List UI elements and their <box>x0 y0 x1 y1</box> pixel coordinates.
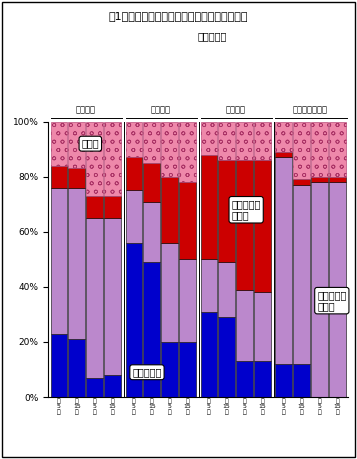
Bar <box>86 122 103 196</box>
Bar <box>69 168 85 188</box>
Bar <box>161 177 178 243</box>
Bar <box>144 202 160 262</box>
Bar <box>276 152 292 157</box>
Bar <box>86 378 103 397</box>
Text: 人文・社会
科学系: 人文・社会 科学系 <box>317 290 347 312</box>
Bar <box>329 122 346 177</box>
Bar <box>51 188 67 334</box>
Bar <box>236 122 253 160</box>
Bar <box>276 157 292 364</box>
Bar <box>236 361 253 397</box>
Text: 専門職学位課程: 専門職学位課程 <box>293 106 328 115</box>
Bar <box>329 177 346 182</box>
Bar <box>201 259 217 312</box>
Bar <box>104 218 121 375</box>
Bar <box>236 290 253 361</box>
Bar <box>179 182 196 259</box>
Bar <box>254 160 271 292</box>
Bar <box>144 262 160 397</box>
Bar <box>236 160 253 290</box>
Bar <box>126 122 142 157</box>
Bar <box>276 122 292 152</box>
Bar <box>201 155 217 259</box>
Bar <box>218 122 235 160</box>
Bar <box>144 163 160 202</box>
Bar <box>293 185 310 364</box>
Bar <box>179 259 196 342</box>
Bar <box>311 182 328 397</box>
Bar <box>254 122 271 160</box>
Bar <box>126 243 142 397</box>
Text: 大　学　院: 大 学 院 <box>198 31 227 41</box>
Bar <box>69 188 85 339</box>
Bar <box>179 342 196 397</box>
Bar <box>293 122 310 179</box>
Bar <box>201 122 217 155</box>
Bar <box>254 361 271 397</box>
Text: 博士課程: 博士課程 <box>226 106 246 115</box>
Bar <box>86 218 103 378</box>
Bar <box>293 179 310 185</box>
Bar <box>86 196 103 218</box>
Text: 農・医・歯
薬学系: 農・医・歯 薬学系 <box>231 199 261 221</box>
Bar <box>104 375 121 397</box>
Bar <box>218 262 235 317</box>
Bar <box>179 122 196 182</box>
Bar <box>293 364 310 397</box>
Bar <box>51 334 67 397</box>
Bar <box>161 342 178 397</box>
Bar <box>104 196 121 218</box>
Bar <box>218 160 235 262</box>
Bar <box>218 317 235 397</box>
Bar <box>161 243 178 342</box>
Text: その他: その他 <box>81 139 99 149</box>
Text: 理・工学系: 理・工学系 <box>132 367 162 377</box>
Bar <box>69 122 85 168</box>
Text: 図1　大学の関係学科・専攻分野別学生の構成: 図1 大学の関係学科・専攻分野別学生の構成 <box>109 11 248 22</box>
Bar <box>329 182 346 397</box>
Bar <box>51 122 67 166</box>
Bar <box>311 177 328 182</box>
Bar <box>69 339 85 397</box>
Bar <box>311 122 328 177</box>
Bar <box>51 166 67 188</box>
Bar <box>144 122 160 163</box>
Bar <box>161 122 178 177</box>
Bar <box>254 292 271 361</box>
Bar <box>126 157 142 190</box>
Bar <box>276 364 292 397</box>
Text: 大学学部: 大学学部 <box>76 106 96 115</box>
Bar <box>126 190 142 243</box>
Bar <box>201 312 217 397</box>
Bar <box>104 122 121 196</box>
Text: 修士課程: 修士課程 <box>151 106 171 115</box>
